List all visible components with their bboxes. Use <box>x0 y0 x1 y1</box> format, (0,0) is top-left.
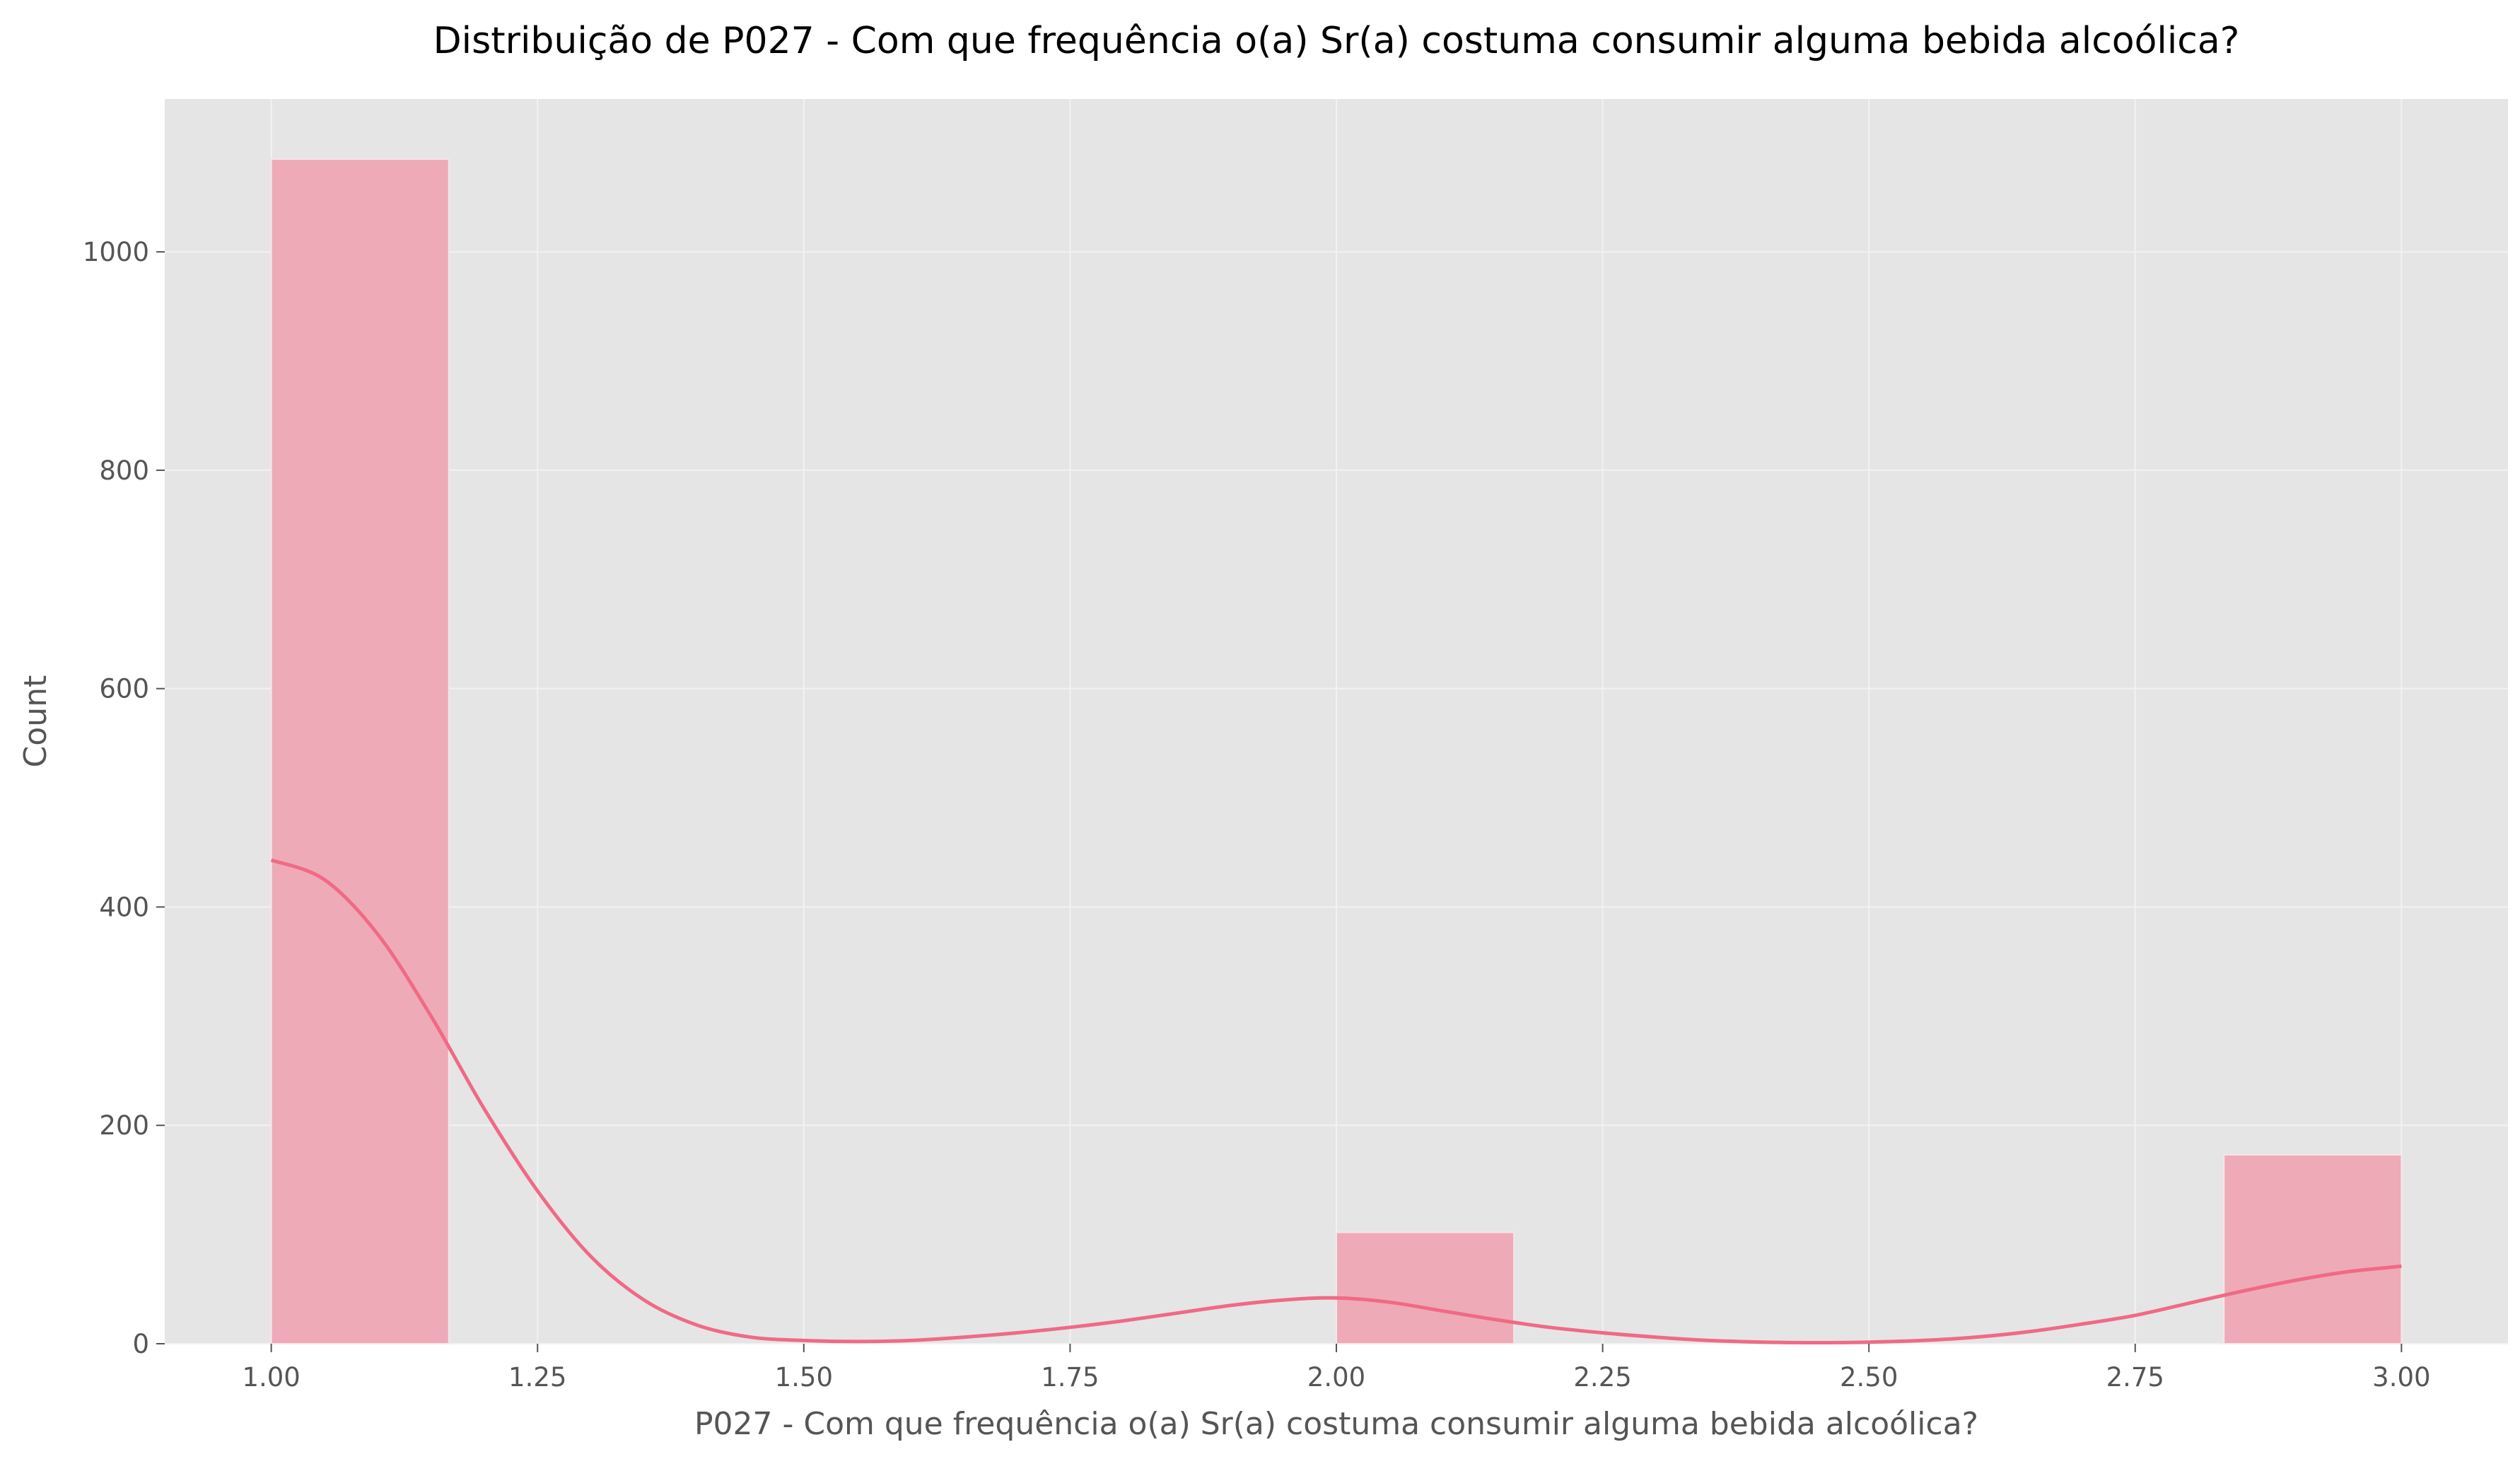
x-tick-label: 2.00 <box>1307 1362 1365 1393</box>
y-tick-label: 0 <box>132 1329 149 1359</box>
axis-ticks: 1.00 1.25 1.50 1.75 2.00 2.25 2.50 2.75 3.00 0 200… <box>83 237 2431 1393</box>
histogram-bars <box>270 158 2403 1345</box>
x-tick-label: 1.50 <box>775 1362 833 1393</box>
y-axis-label: Count <box>18 675 54 768</box>
x-axis-label: P027 - Com que frequência o(a) Sr(a) cos… <box>694 1406 1978 1442</box>
y-tick-label: 1000 <box>83 237 149 267</box>
x-tick-label: 1.25 <box>508 1362 566 1393</box>
x-tick-label: 2.75 <box>2106 1362 2164 1393</box>
x-tick-label: 1.00 <box>242 1362 300 1393</box>
x-tick-label: 3.00 <box>2372 1362 2430 1393</box>
histogram-bar <box>2223 1153 2403 1344</box>
y-tick-label: 800 <box>99 455 149 486</box>
histogram-bar <box>1336 1231 1515 1345</box>
x-tick-label: 2.50 <box>1840 1362 1898 1393</box>
x-tick-label: 1.75 <box>1041 1362 1099 1393</box>
histogram-bar <box>270 158 450 1345</box>
y-tick-label: 200 <box>99 1110 149 1141</box>
x-tick-label: 2.25 <box>1573 1362 1631 1393</box>
y-tick-label: 600 <box>99 674 149 704</box>
kde-curve <box>270 858 2402 1345</box>
chart-title: Distribuição de P027 - Com que frequênci… <box>433 20 2240 62</box>
y-tick-label: 400 <box>99 892 149 922</box>
